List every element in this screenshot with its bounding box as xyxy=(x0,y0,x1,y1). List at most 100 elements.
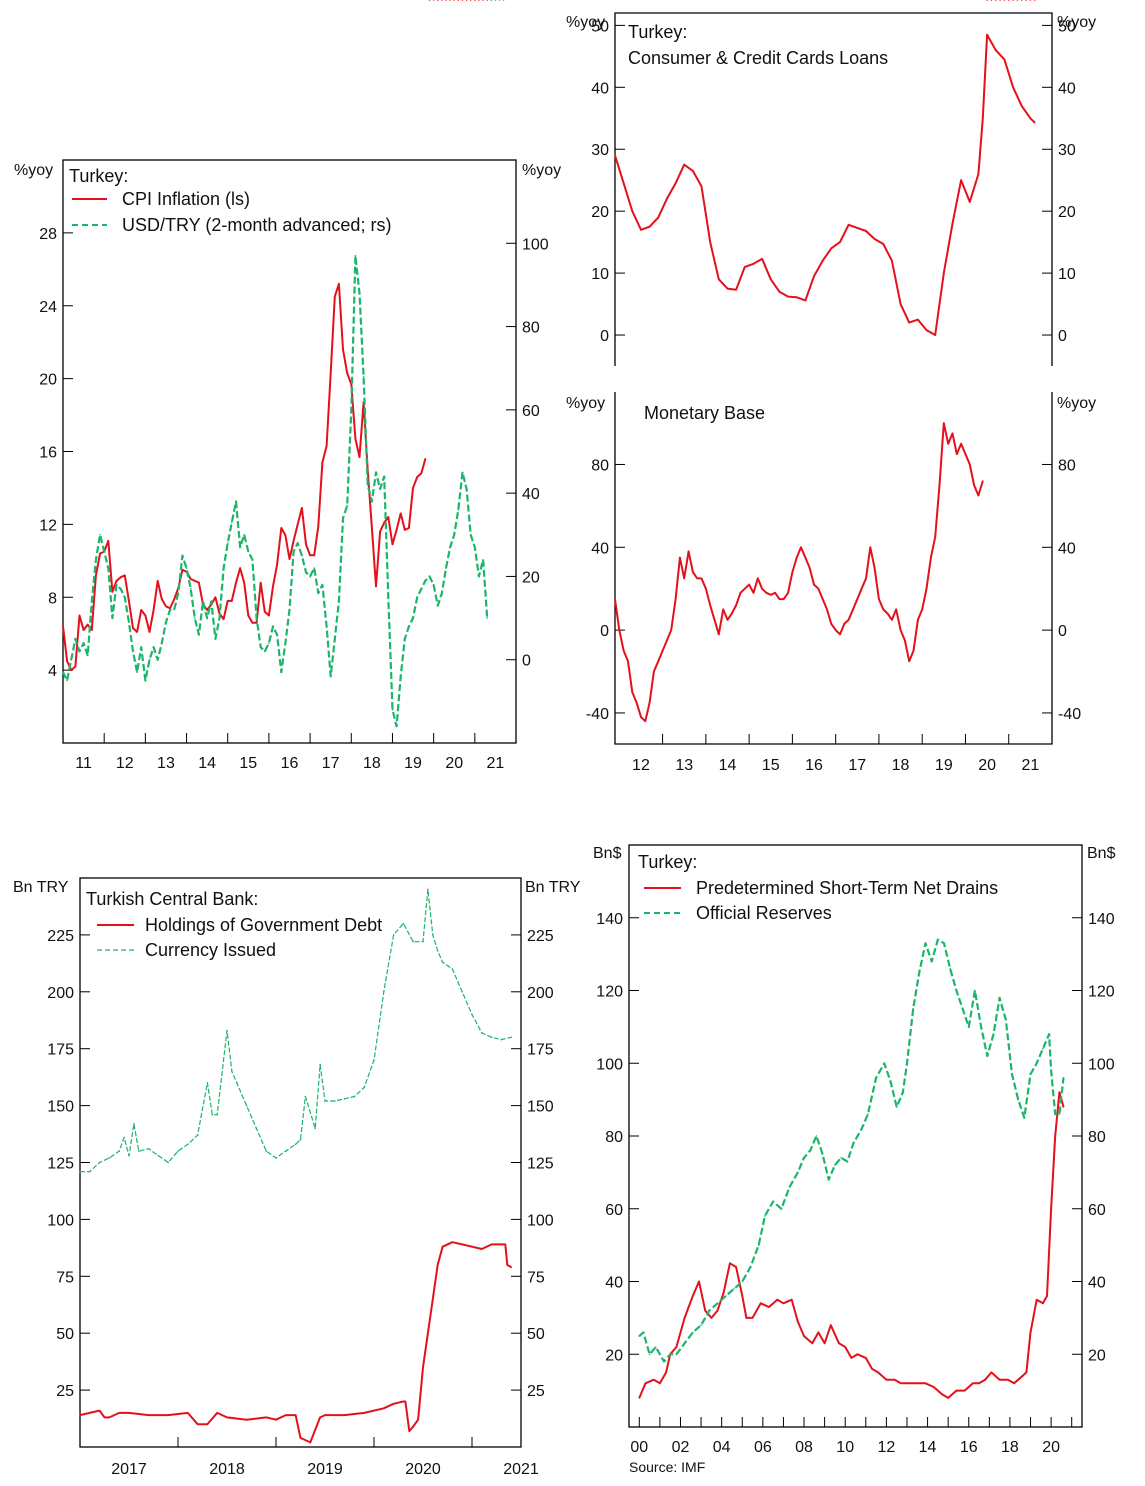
data-point xyxy=(990,0,993,1)
series-group xyxy=(638,938,1065,1399)
data-point xyxy=(925,329,928,331)
data-point xyxy=(481,1032,483,1034)
data-point xyxy=(292,550,295,553)
x-tick-label: 2017 xyxy=(111,1461,147,1478)
series-line-consumer-credit-cards-loans xyxy=(614,33,1036,336)
data-point xyxy=(752,263,755,265)
data-point xyxy=(885,1378,888,1381)
data-point xyxy=(811,1342,814,1345)
data-point xyxy=(334,1100,336,1102)
data-point xyxy=(276,563,278,566)
data-point xyxy=(700,185,703,188)
data-point xyxy=(325,625,328,628)
data-point xyxy=(823,1342,826,1345)
y-tick-label-left: 80 xyxy=(605,1129,623,1146)
data-point xyxy=(943,422,945,424)
data-point xyxy=(856,1353,859,1356)
data-point xyxy=(189,578,192,580)
right-unit-label: %yoy xyxy=(1057,14,1096,31)
y-tick-label-left: 100 xyxy=(47,1212,74,1229)
axes: 20 40 60 80 100 120 140 20 40 60 80 100 120 140 00 02 04… xyxy=(596,911,1115,1456)
data-point xyxy=(900,1382,902,1385)
data-point xyxy=(873,567,876,569)
data-point xyxy=(666,639,668,642)
data-point xyxy=(683,163,685,166)
data-point xyxy=(741,1280,744,1283)
data-point xyxy=(749,1266,752,1268)
data-point xyxy=(895,1106,898,1108)
data-point xyxy=(893,1378,896,1381)
data-point xyxy=(1003,58,1006,61)
data-point xyxy=(342,517,344,519)
y-tick-label-left: 125 xyxy=(47,1156,74,1173)
data-point xyxy=(136,631,138,633)
data-point xyxy=(883,1062,886,1065)
data-point xyxy=(375,471,377,474)
data-point xyxy=(969,463,971,466)
data-point xyxy=(74,638,77,640)
data-point xyxy=(265,1150,268,1152)
y-tick-label-left: 30 xyxy=(591,142,609,159)
data-point xyxy=(119,588,122,590)
data-point xyxy=(86,654,89,657)
data-point xyxy=(272,625,274,628)
data-point xyxy=(692,170,694,172)
data-point xyxy=(1029,117,1032,120)
data-point xyxy=(951,222,954,225)
data-point xyxy=(765,592,768,594)
cpi-usdtry-panel: %yoy %yoy Turkey: CPI Inflation (ls) USD… xyxy=(14,0,561,772)
y-tick-label-left: 20 xyxy=(39,372,57,389)
data-point xyxy=(408,625,410,628)
y-tick-label-right: 50 xyxy=(1058,18,1076,35)
data-point xyxy=(285,1414,287,1416)
data-point xyxy=(830,1324,832,1326)
data-point xyxy=(314,1127,317,1130)
data-point xyxy=(402,922,405,925)
data-point xyxy=(918,971,921,974)
data-point xyxy=(432,0,435,1)
data-point xyxy=(214,638,217,640)
data-point xyxy=(1016,0,1019,1)
data-point xyxy=(461,471,464,474)
data-point xyxy=(899,303,902,305)
data-point xyxy=(259,581,262,584)
axes: 0 10 20 30 40 50 0 10 20 30 40 50 xyxy=(591,18,1076,345)
data-point xyxy=(710,1317,713,1319)
y-tick-label-right: 40 xyxy=(1058,540,1076,557)
data-point xyxy=(930,556,932,559)
data-point xyxy=(284,642,287,644)
data-point xyxy=(449,546,451,549)
data-point xyxy=(350,383,353,385)
data-point xyxy=(731,612,733,615)
data-point xyxy=(761,258,763,260)
data-point xyxy=(255,617,258,619)
data-point xyxy=(247,614,250,617)
data-point xyxy=(838,1342,840,1345)
data-point xyxy=(441,961,444,963)
data-point xyxy=(930,960,933,963)
x-tick-label: 13 xyxy=(157,755,175,772)
data-point xyxy=(813,275,815,278)
y-tick-label-right: 0 xyxy=(522,653,531,670)
y-tick-label-left: 28 xyxy=(39,226,57,243)
y-tick-label-left: 140 xyxy=(596,911,623,928)
series-line-official-reserves xyxy=(638,938,1065,1363)
data-point xyxy=(1029,1073,1032,1075)
data-point xyxy=(416,596,419,599)
data-point xyxy=(132,627,134,629)
series-group xyxy=(79,888,512,1444)
data-point xyxy=(917,318,919,321)
data-point xyxy=(788,1186,791,1188)
data-point xyxy=(185,567,188,569)
plot-frame xyxy=(628,844,1083,1428)
data-point xyxy=(432,584,435,586)
data-point xyxy=(878,598,880,600)
x-tick-label: 08 xyxy=(795,1439,813,1456)
data-point xyxy=(687,550,690,553)
data-point xyxy=(778,290,781,293)
data-point xyxy=(675,1353,678,1356)
data-point xyxy=(638,1397,641,1399)
data-point xyxy=(70,669,72,671)
data-point xyxy=(353,1095,356,1098)
data-point xyxy=(408,1430,411,1432)
